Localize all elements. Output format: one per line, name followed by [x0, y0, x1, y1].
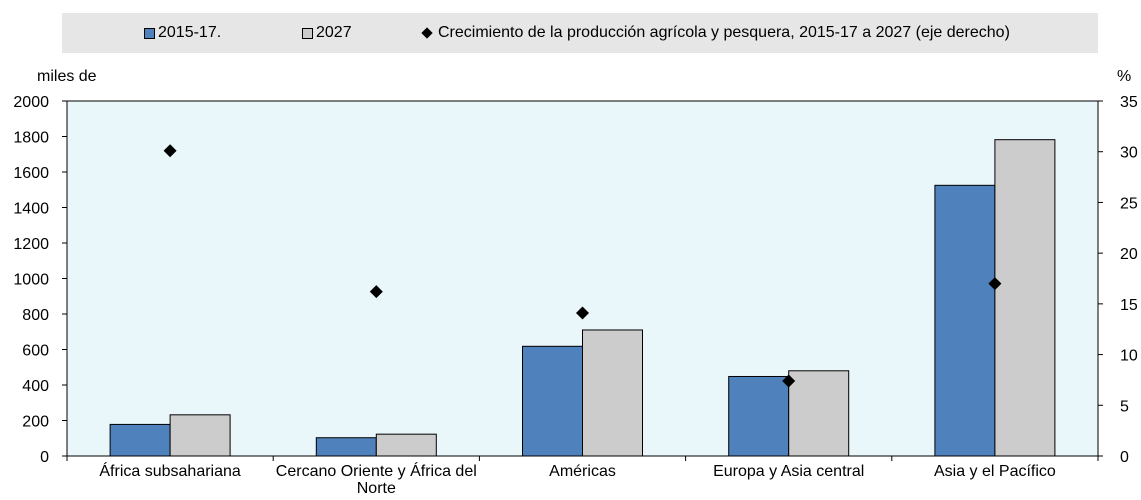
- category-label: África subsahariana: [99, 461, 241, 480]
- legend-swatch-2027: [302, 27, 313, 39]
- left-tick-label: 1200: [13, 236, 49, 253]
- right-tick-label: 10: [1120, 348, 1138, 365]
- growth-marker: [576, 306, 589, 320]
- bar-2027: [375, 433, 437, 457]
- left-tick-label: 2000: [13, 94, 49, 111]
- left-tick-label: 600: [22, 343, 49, 360]
- bar-2027: [788, 370, 850, 457]
- category-label: Norte: [357, 480, 396, 497]
- right-tick-label: 25: [1120, 195, 1138, 212]
- left-tick-label: 1400: [13, 201, 49, 218]
- right-tick-label: 15: [1120, 297, 1138, 314]
- legend-item-growth: Crecimiento de la producción agrícola y …: [421, 24, 1010, 42]
- right-tick-label: 0: [1120, 449, 1129, 466]
- left-tick-label: 800: [22, 307, 49, 324]
- left-tick-label: 200: [22, 414, 49, 431]
- left-tick-label: 1800: [13, 130, 49, 147]
- left-tick-label: 0: [40, 449, 49, 466]
- bar-2015-17: [728, 375, 790, 457]
- bar-2027: [169, 414, 231, 457]
- right-tick-label: 20: [1120, 246, 1138, 263]
- legend-label-2027: 2027: [316, 24, 352, 41]
- legend-label-growth: Crecimiento de la producción agrícola y …: [438, 24, 1010, 41]
- legend: 2015-17. 2027 Crecimiento de la producci…: [62, 13, 1098, 53]
- legend-label-2015-17: 2015-17.: [158, 24, 222, 41]
- category-label: Cercano Oriente y África del: [276, 461, 477, 480]
- growth-marker: [988, 277, 1002, 291]
- legend-swatch-2015-17: [144, 27, 155, 39]
- category-label: Europa y Asia central: [713, 463, 864, 480]
- growth-marker: [782, 374, 796, 388]
- growth-marker: [163, 144, 177, 158]
- category-label: Asia y el Pacífico: [934, 463, 1056, 480]
- legend-item-2027: 2027: [302, 24, 352, 42]
- bar-2027: [582, 329, 643, 457]
- category-label: Américas: [549, 463, 616, 480]
- bar-2015-17: [315, 437, 377, 457]
- bar-2027: [994, 139, 1056, 457]
- right-tick-label: 30: [1120, 145, 1138, 162]
- growth-marker: [369, 285, 383, 299]
- bar-2015-17: [934, 184, 996, 457]
- left-tick-label: 400: [22, 378, 49, 395]
- left-axis-label: miles de: [37, 68, 97, 85]
- legend-item-2015-17: 2015-17.: [144, 24, 221, 42]
- left-tick-label: 1000: [13, 272, 49, 289]
- bar-2015-17: [109, 423, 171, 457]
- right-axis-label: %: [1117, 68, 1131, 85]
- bar-2015-17: [522, 345, 583, 457]
- left-tick-label: 1600: [13, 165, 49, 182]
- right-tick-label: 35: [1120, 94, 1138, 111]
- right-tick-label: 5: [1120, 398, 1129, 415]
